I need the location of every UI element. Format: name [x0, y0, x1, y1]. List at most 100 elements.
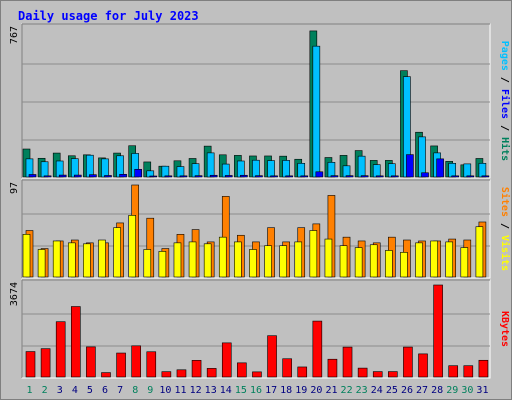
x-tick-day-11: 11	[174, 385, 186, 396]
bar-sites-day-19	[294, 241, 303, 278]
x-tick-day-6: 6	[102, 385, 108, 396]
right-axis-label: Sites / Visits	[499, 187, 511, 271]
bar-pages-day-12	[194, 175, 203, 178]
bar-sites-day-9	[143, 249, 152, 278]
bar-files-day-29	[448, 162, 457, 178]
bar-files-day-12	[191, 163, 200, 178]
bar-kbytes-day-9	[146, 351, 157, 378]
bar-pages-day-13	[209, 174, 218, 178]
right-axis-label: KBytes	[499, 311, 510, 347]
bar-kbytes-day-17	[267, 335, 277, 378]
x-tick-day-1: 1	[27, 385, 33, 396]
bar-kbytes-day-23	[357, 367, 368, 378]
bar-files-day-13	[206, 152, 215, 178]
bar-files-day-5	[86, 154, 94, 178]
bar-sites-day-13	[203, 243, 212, 278]
bar-kbytes-day-19	[297, 366, 308, 378]
bar-kbytes-day-7	[116, 352, 126, 378]
bar-pages-day-8	[134, 168, 142, 178]
bar-sites-day-10	[158, 251, 167, 278]
bar-pages-day-1	[28, 174, 37, 178]
bar-files-day-24	[372, 164, 381, 178]
x-tick-day-12: 12	[190, 385, 202, 396]
bar-files-day-4	[70, 158, 79, 178]
x-tick-day-26: 26	[401, 385, 413, 396]
x-tick-day-2: 2	[42, 385, 48, 396]
bar-pages-day-15	[240, 174, 248, 178]
bar-pages-day-28	[436, 158, 444, 178]
x-tick-day-25: 25	[386, 385, 398, 396]
bar-files-day-14	[221, 163, 230, 178]
bar-pages-day-20	[315, 171, 324, 178]
x-tick-day-4: 4	[72, 385, 78, 396]
panel-background	[21, 23, 491, 179]
bar-kbytes-day-13	[206, 368, 217, 378]
bar-sites-day-4	[67, 242, 76, 278]
bar-files-day-25	[388, 163, 396, 178]
bar-kbytes-day-8	[131, 345, 141, 378]
bar-sites-day-1	[22, 234, 31, 278]
bar-pages-day-7	[119, 173, 127, 178]
y-max-label: 3674	[9, 282, 20, 306]
x-tick-day-29: 29	[446, 385, 458, 396]
bar-files-day-11	[176, 166, 185, 178]
x-tick-day-16: 16	[250, 385, 262, 396]
bar-pages-day-9	[149, 175, 158, 178]
bar-files-day-20	[312, 45, 321, 178]
bar-pages-day-25	[391, 175, 399, 178]
bar-kbytes-day-16	[252, 371, 262, 378]
bar-sites-day-27	[415, 242, 423, 278]
x-tick-day-17: 17	[265, 385, 277, 396]
bar-files-day-19	[297, 162, 306, 178]
bar-sites-day-15	[234, 241, 242, 278]
bar-kbytes-day-27	[418, 353, 428, 378]
bar-files-day-27	[418, 136, 426, 178]
bar-sites-day-16	[249, 249, 257, 278]
x-tick-day-21: 21	[325, 385, 337, 396]
bar-kbytes-day-26	[403, 346, 413, 378]
x-tick-day-3: 3	[57, 385, 63, 396]
panel-visits-sites: 97 Sites / Visits	[9, 179, 511, 279]
bar-pages-day-4	[73, 174, 82, 178]
bar-pages-day-24	[375, 175, 384, 178]
bar-files-day-22	[342, 165, 351, 178]
bar-sites-day-14	[218, 236, 227, 278]
right-axis-label: Pages / Files / Hits	[499, 41, 511, 161]
bar-sites-day-2	[37, 249, 46, 278]
bar-sites-day-28	[430, 240, 438, 278]
bar-kbytes-day-31	[478, 359, 489, 378]
bar-kbytes-day-6	[101, 372, 111, 378]
bar-pages-day-23	[360, 175, 369, 178]
x-tick-day-5: 5	[87, 385, 93, 396]
panel-kbytes: 3674 KBytes	[9, 279, 510, 379]
bar-sites-day-5	[83, 243, 91, 278]
bar-files-day-3	[55, 160, 64, 178]
bar-sites-day-29	[445, 241, 454, 278]
bar-kbytes-day-2	[40, 348, 51, 378]
bar-kbytes-day-14	[221, 342, 232, 378]
bar-kbytes-day-28	[433, 284, 443, 378]
bar-files-day-31	[478, 162, 487, 178]
bar-kbytes-day-22	[342, 346, 353, 378]
legend-files: Files	[499, 89, 511, 119]
bar-kbytes-day-4	[70, 306, 81, 378]
bar-sites-day-31	[475, 226, 484, 278]
bar-sites-day-18	[279, 245, 287, 278]
bar-pages-day-31	[481, 175, 490, 178]
bar-sites-day-26	[400, 252, 408, 278]
separator: /	[499, 217, 510, 235]
bar-files-day-2	[40, 161, 49, 178]
separator: /	[499, 71, 510, 89]
bar-kbytes-day-25	[388, 371, 398, 378]
bar-kbytes-day-1	[25, 351, 36, 378]
x-tick-day-30: 30	[461, 385, 473, 396]
bar-sites-day-30	[460, 247, 469, 278]
bar-kbytes-day-24	[372, 371, 383, 378]
bar-files-day-16	[252, 159, 260, 178]
x-tick-day-13: 13	[205, 385, 217, 396]
bar-kbytes-day-3	[55, 321, 66, 378]
bar-kbytes-day-20	[312, 320, 323, 378]
y-max-label: 97	[9, 182, 20, 194]
legend-kbytes: KBytes	[499, 311, 510, 347]
